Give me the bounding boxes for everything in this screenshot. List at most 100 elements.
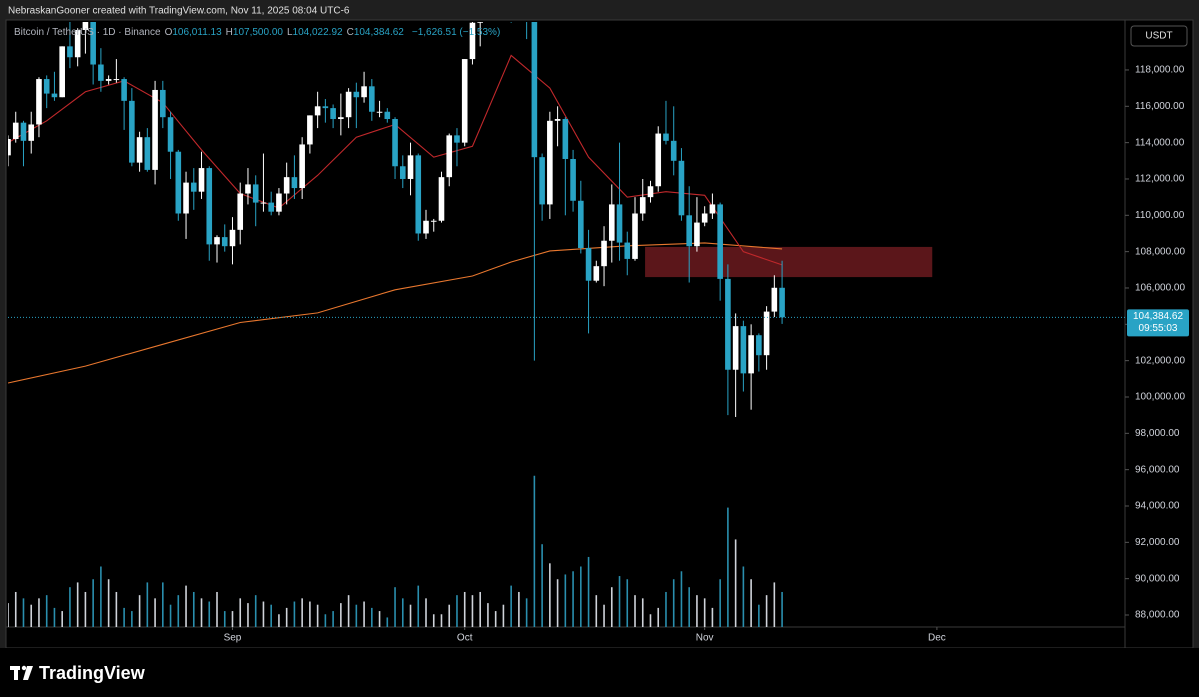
volume-bar <box>378 611 381 627</box>
candle-body <box>160 89 166 118</box>
candle-body <box>229 229 236 247</box>
change: −1,626.51 (−1.53%) <box>411 27 501 38</box>
candle-body <box>221 237 228 247</box>
candle-body <box>663 133 669 141</box>
candle-body <box>51 93 58 98</box>
x-tick-label: Sep <box>224 633 242 644</box>
volume-bar <box>293 601 296 627</box>
candle-body <box>252 184 259 203</box>
volume-bar <box>355 604 358 627</box>
volume-bar <box>409 604 412 627</box>
logo-part <box>23 666 33 680</box>
candle-body <box>454 135 460 143</box>
volume-bar <box>719 579 721 627</box>
candle-body <box>276 193 282 212</box>
volume-bar <box>216 591 218 627</box>
candle-body <box>237 193 244 230</box>
candle-body <box>547 120 553 205</box>
volume-bar <box>425 598 427 627</box>
volume-bar <box>107 579 110 627</box>
volume-bar <box>285 607 288 627</box>
candle-body <box>167 117 174 152</box>
volume-bar <box>711 607 714 627</box>
candle-body <box>314 106 321 116</box>
volume-bar <box>696 595 698 627</box>
volume-bar <box>750 579 752 627</box>
candle-body <box>175 151 182 214</box>
candle-body <box>113 79 120 81</box>
volume-bar <box>665 591 667 627</box>
candle-body <box>407 155 414 179</box>
volume-bar <box>30 604 33 627</box>
candle-body <box>748 335 754 374</box>
volume-bar <box>672 579 675 627</box>
volume-bar <box>22 598 25 627</box>
ohlc-value: 104,384.62 <box>353 27 404 38</box>
price-zone <box>645 246 933 278</box>
candle-body <box>105 79 112 81</box>
volume-bar <box>76 582 79 627</box>
candle-body <box>554 119 561 121</box>
candle-body <box>438 177 445 221</box>
candle-body <box>361 86 367 98</box>
volume-bar <box>494 611 497 627</box>
candle-body <box>655 133 662 187</box>
ohlc-value: 107,500.00 <box>232 27 283 38</box>
candle-body <box>283 177 290 194</box>
volume-bar <box>417 585 420 627</box>
volume-bar <box>471 595 474 627</box>
volume-bar <box>386 617 389 627</box>
volume-bar <box>432 614 435 627</box>
volume-bar <box>332 611 334 627</box>
candle-body <box>469 22 476 60</box>
volume-bar <box>564 574 567 627</box>
candle-body <box>423 220 429 234</box>
y-tick-label: 110,000.00 <box>1135 210 1185 221</box>
volume-bar <box>38 598 40 627</box>
y-tick-label: 114,000.00 <box>1135 137 1185 148</box>
volume-bar <box>309 601 311 627</box>
candle-body <box>608 204 615 241</box>
volume-bar <box>278 614 280 627</box>
volume-bar <box>603 604 605 627</box>
candle-body <box>647 186 654 198</box>
candle-body <box>20 122 27 141</box>
candle-body <box>245 184 251 194</box>
volume-bar <box>247 603 249 627</box>
candle-body <box>90 22 96 65</box>
volume-bar <box>45 595 48 627</box>
candle-body <box>82 22 89 30</box>
ohlc-value: 104,022.92 <box>292 27 343 38</box>
countdown: 09:55:03 <box>1139 323 1178 334</box>
plot-area <box>8 22 1125 627</box>
y-tick-label: 102,000.00 <box>1135 355 1185 366</box>
volume-bar <box>84 591 87 627</box>
candle-body <box>183 182 189 214</box>
footer <box>0 648 1199 697</box>
currency: USDT <box>1145 31 1172 42</box>
volume-bar <box>92 579 94 627</box>
ohlc-key: C <box>346 27 354 38</box>
last-price-label: 104,384.62 <box>1133 311 1183 322</box>
candle-body <box>639 197 646 214</box>
volume-bar <box>69 587 71 627</box>
candle-body <box>369 86 375 112</box>
candle-body <box>67 46 73 58</box>
y-tick-label: 108,000.00 <box>1135 246 1185 257</box>
candle-body <box>330 108 336 120</box>
candle-body <box>98 64 104 81</box>
candle-body <box>756 335 762 356</box>
attribution: NebraskanGooner created with TradingView… <box>8 6 350 17</box>
volume-bar <box>100 566 102 627</box>
candle-body <box>198 168 205 192</box>
ohlc-key: L <box>286 27 293 38</box>
volume-bar <box>123 607 125 627</box>
volume-bar <box>487 603 489 627</box>
volume-bar <box>781 591 783 627</box>
candle-body <box>686 215 692 247</box>
volume-bar <box>626 579 629 627</box>
x-tick-label: Nov <box>696 633 714 644</box>
volume-bar <box>680 571 683 627</box>
candle-body <box>136 137 143 163</box>
volume-bar <box>53 607 56 627</box>
